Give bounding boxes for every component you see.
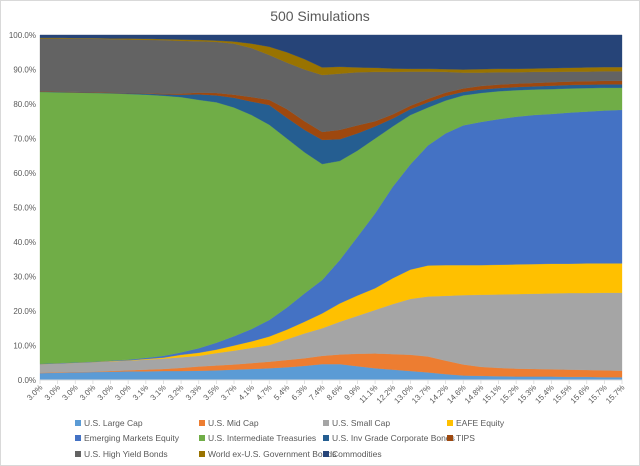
x-tick-label: 15.5% (551, 383, 573, 405)
x-tick-label: 3.1% (149, 383, 168, 402)
y-tick-label: 80.0% (13, 100, 36, 109)
x-tick-label: 3.0% (96, 383, 115, 402)
x-tick-label: 4.7% (254, 383, 273, 402)
y-tick-label: 50.0% (13, 204, 36, 213)
x-axis-ticks: 3.0%3.0%3.0%3.0%3.0%3.0%3.1%3.1%3.2%3.3%… (25, 379, 626, 405)
x-tick-label: 4.1% (237, 383, 256, 402)
y-tick-label: 90.0% (13, 66, 36, 75)
x-tick-label: 3.7% (219, 383, 238, 402)
x-tick-label: 13.0% (392, 383, 414, 405)
x-tick-label: 14.8% (463, 383, 485, 405)
x-tick-label: 14.6% (445, 383, 467, 405)
x-tick-label: 3.5% (202, 383, 221, 402)
x-tick-label: 3.1% (131, 383, 150, 402)
x-tick-label: 6.3% (290, 383, 309, 402)
chart-title: 500 Simulations (270, 8, 370, 24)
area-series (39, 34, 623, 381)
x-tick-label: 3.0% (60, 383, 79, 402)
y-tick-label: 60.0% (13, 169, 36, 178)
y-tick-label: 10.0% (13, 342, 36, 351)
x-tick-label: 15.3% (516, 383, 538, 405)
x-tick-label: 5.4% (272, 383, 291, 402)
x-tick-label: 15.2% (498, 383, 520, 405)
y-tick-label: 70.0% (13, 135, 36, 144)
y-tick-label: 40.0% (13, 238, 36, 247)
y-tick-label: 20.0% (13, 307, 36, 316)
x-tick-label: 15.7% (586, 383, 608, 405)
x-tick-label: 14.2% (428, 383, 450, 405)
x-tick-label: 13.7% (410, 383, 432, 405)
x-tick-label: 8.6% (325, 383, 344, 402)
x-tick-label: 3.0% (43, 383, 62, 402)
x-tick-label: 3.0% (25, 383, 44, 402)
x-tick-label: 15.4% (533, 383, 555, 405)
area-commodities (39, 34, 623, 70)
x-tick-label: 12.2% (375, 383, 397, 405)
x-tick-label: 3.0% (78, 383, 97, 402)
x-tick-label: 7.4% (307, 383, 326, 402)
x-tick-label: 15.1% (481, 383, 503, 405)
y-tick-label: 30.0% (13, 273, 36, 282)
x-tick-label: 3.2% (166, 383, 185, 402)
x-tick-label: 15.7% (604, 383, 626, 405)
x-tick-label: 15.6% (569, 383, 591, 405)
y-axis-ticks: 0.0% 10.0% 20.0% 30.0% 40.0% 50.0% 60.0% 70.0% 8… (9, 31, 36, 385)
x-tick-label: 3.3% (184, 383, 203, 402)
y-tick-label: 0.0% (18, 376, 36, 385)
y-tick-label: 100.0% (9, 31, 36, 40)
x-tick-label: 3.0% (113, 383, 132, 402)
